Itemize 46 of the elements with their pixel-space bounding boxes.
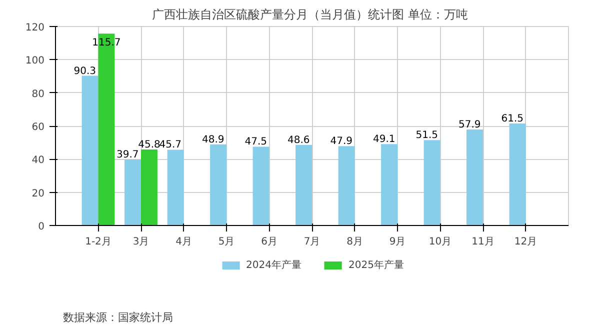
legend-label: 2024年产量 [246,258,302,272]
data-label: 39.7 [116,150,139,161]
bar [141,150,158,226]
bar [210,144,226,226]
data-label: 45.7 [159,140,182,151]
x-tick-label: 8月 [346,236,363,248]
source-note: 数据来源：国家统计局 [63,310,174,324]
bar [509,124,526,226]
x-tick-label: 5月 [218,236,235,248]
y-tick-label: 80 [32,88,45,100]
y-tick-label: 20 [32,188,45,200]
y-tick-label: 0 [38,222,45,232]
x-tick-label: 11月 [472,236,494,248]
data-label: 51.5 [416,130,438,142]
x-tick-label: 9月 [389,236,406,248]
x-tick-label: 4月 [176,236,192,248]
x-tick-label: 3月 [132,236,150,248]
x-tick-label: 7月 [304,236,320,248]
x-tick-label: 12月 [514,236,538,248]
y-tick-label: 60 [32,122,45,133]
data-label: 45.8 [138,140,160,151]
data-label: 47.9 [330,136,353,148]
x-tick-label: 6月 [261,236,278,248]
legend-label: 2025年产量 [348,258,404,272]
y-tick-label: 40 [32,155,45,166]
data-label: 57.9 [458,119,481,130]
bar [167,150,184,226]
bar [296,144,312,226]
data-label: 47.5 [244,136,268,148]
y-tick-label: 100 [25,56,45,67]
bar [252,146,270,226]
data-label: 48.6 [288,134,310,146]
bar [124,160,141,226]
data-label: 48.9 [202,134,224,146]
y-tick-label: 120 [25,22,45,34]
bar [338,146,355,226]
data-label: 90.3 [74,66,96,77]
data-label: 61.5 [501,114,524,125]
x-tick-label: 1-2月 [85,236,112,248]
x-tick-label: 10月 [428,236,452,248]
bar [466,129,483,226]
bar [381,144,398,226]
data-label: 49.1 [373,134,396,146]
bar [424,140,440,226]
bar [82,76,98,226]
chart-title: 广西壮族自治区硫酸产量分月（当月值）统计图 单位：万吨 [152,8,468,22]
